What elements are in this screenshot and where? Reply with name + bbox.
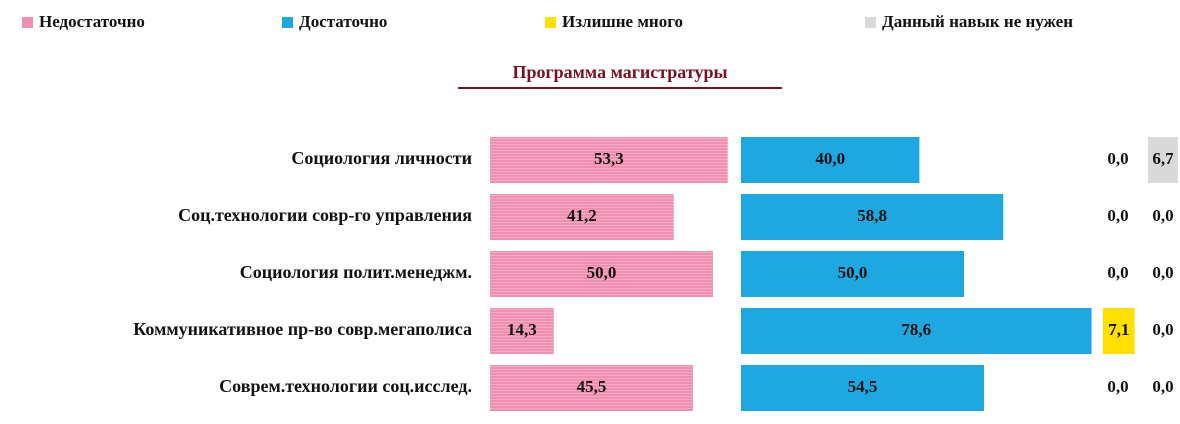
value-label: 41,2 bbox=[567, 206, 597, 225]
category-label: Коммуникативное пр-во совр.мегаполиса bbox=[133, 319, 472, 339]
value-label: 50,0 bbox=[587, 263, 617, 282]
category-label: Соц.технологии совр-го управления bbox=[178, 205, 472, 225]
chart-subtitle: Программа магистратуры bbox=[512, 62, 727, 82]
value-label: 40,0 bbox=[815, 149, 845, 168]
bar bbox=[741, 365, 985, 411]
value-label: 0,0 bbox=[1107, 149, 1128, 168]
bar bbox=[741, 251, 964, 297]
bar bbox=[741, 308, 1092, 354]
value-label: 14,3 bbox=[507, 320, 537, 339]
value-label: 0,0 bbox=[1152, 320, 1173, 339]
value-label: 0,0 bbox=[1152, 263, 1173, 282]
value-label: 53,3 bbox=[594, 149, 624, 168]
legend-label: Излишне много bbox=[562, 12, 683, 31]
legend-label: Достаточно bbox=[299, 12, 387, 31]
value-label: 0,0 bbox=[1107, 206, 1128, 225]
value-label: 45,5 bbox=[577, 377, 607, 396]
category-label: Социология личности bbox=[291, 148, 472, 168]
value-label: 0,0 bbox=[1152, 206, 1173, 225]
bar bbox=[741, 194, 1004, 240]
value-label: 0,0 bbox=[1107, 377, 1128, 396]
legend-swatch bbox=[865, 17, 876, 28]
bar-texture bbox=[490, 194, 674, 240]
category-label: Социология полит.менеджм. bbox=[240, 262, 472, 282]
bar-texture bbox=[490, 308, 554, 354]
bar-texture bbox=[490, 251, 713, 297]
bar-texture bbox=[490, 365, 693, 411]
value-label: 78,6 bbox=[901, 320, 931, 339]
value-label: 6,7 bbox=[1152, 149, 1174, 168]
value-label: 0,0 bbox=[1107, 263, 1128, 282]
legend-label: Недостаточно bbox=[39, 12, 145, 31]
value-label: 54,5 bbox=[848, 377, 878, 396]
value-label: 0,0 bbox=[1152, 377, 1173, 396]
value-label: 58,8 bbox=[857, 206, 887, 225]
bar-texture bbox=[490, 137, 728, 183]
category-label: Соврем.технологии соц.исслед. bbox=[219, 376, 472, 396]
bar bbox=[1103, 308, 1135, 354]
bar bbox=[1148, 137, 1178, 183]
legend-swatch bbox=[22, 17, 33, 28]
value-label: 50,0 bbox=[838, 263, 868, 282]
legend-swatch bbox=[282, 17, 293, 28]
bar bbox=[741, 137, 920, 183]
value-label: 7,1 bbox=[1108, 320, 1129, 339]
legend-swatch bbox=[545, 17, 556, 28]
legend-label: Данный навык не нужен bbox=[882, 12, 1073, 31]
